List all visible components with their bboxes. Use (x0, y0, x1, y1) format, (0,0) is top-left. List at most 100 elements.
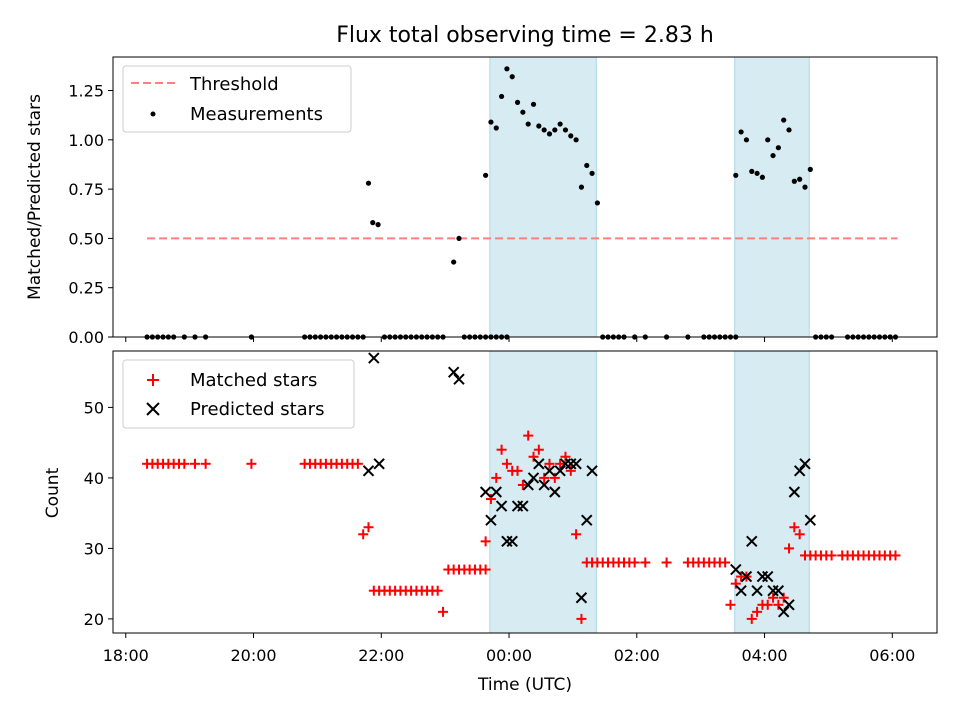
matched-star-point (544, 458, 555, 469)
measurement-point (552, 127, 558, 133)
matched-star-point (496, 444, 507, 455)
measurement-point (807, 166, 813, 172)
predicted-star-point (730, 563, 742, 576)
predicted-star-point (506, 535, 518, 548)
bottom-x-tick-label: 20:00 (230, 646, 276, 665)
top-panel: 0.00 0.25 0.50 0.75 1.00 1.25 Flux total obse… (25, 23, 938, 347)
measurement-point (743, 137, 750, 143)
bottom-x-tick-label: 06:00 (869, 646, 915, 665)
bottom-x-tick-label: 04:00 (741, 646, 787, 665)
top-y-tick-label: 0.25 (68, 279, 104, 298)
measurement-point (738, 129, 744, 135)
legend-predicted-label: Predicted stars (190, 399, 324, 420)
top-axes-frame (112, 56, 938, 338)
predicted-star-point (772, 584, 785, 597)
matched-star-point (438, 606, 449, 617)
measurement-point (589, 170, 595, 176)
matched-stars-series (142, 430, 901, 624)
predicted-star-point (554, 465, 566, 477)
matched-star-point (789, 522, 800, 533)
top-chart-title: Flux total observing time = 2.83 h (336, 23, 714, 48)
matched-star-point (778, 592, 789, 603)
predicted-star-point (543, 465, 556, 477)
measurement-point (530, 101, 537, 107)
bottom-y-tick-label: 30 (84, 539, 104, 558)
measurement-point (775, 145, 781, 151)
top-x-ticks (125, 337, 893, 342)
predicted-star-point (783, 599, 795, 611)
bottom-x-axis-label: Time (UTC) (477, 675, 572, 695)
legend-matched-swatch (147, 374, 159, 386)
matched-star-point (517, 479, 528, 490)
measurement-point (786, 127, 792, 133)
predicted-star-point (538, 479, 550, 491)
top-y-tick-label: 0.00 (68, 328, 104, 347)
measurement-point (749, 168, 755, 174)
top-legend-box (122, 65, 352, 133)
bottom-y-tick-label: 40 (84, 469, 104, 488)
bottom-shaded-interval-1 (734, 350, 810, 634)
predicted-star-point (485, 514, 497, 526)
matched-star-point (762, 599, 773, 610)
top-shaded-interval-1 (734, 56, 810, 338)
measurement-point (514, 99, 521, 105)
predicted-star-point (362, 465, 375, 477)
predicted-star-point (746, 535, 758, 548)
measurement-point (781, 117, 787, 123)
measurement-point (765, 137, 771, 143)
measurement-point (578, 184, 585, 190)
matched-star-point (565, 465, 576, 476)
matched-star-point (784, 543, 795, 554)
measurement-point (493, 125, 499, 131)
legend-measurements-swatch (150, 111, 156, 117)
predicted-star-point (735, 584, 747, 597)
measurement-point (488, 119, 494, 125)
legend-predicted-swatch (146, 402, 160, 416)
matched-star-point (549, 472, 560, 483)
matched-star-point (485, 494, 496, 505)
predicted-star-point (527, 472, 540, 484)
predicted-star-point (517, 500, 529, 512)
top-legend: Threshold Measurements (122, 65, 352, 133)
measurement-point (525, 121, 531, 127)
bottom-y-tick-label: 20 (84, 610, 104, 629)
measurement-point (557, 121, 563, 127)
predicted-star-point (453, 373, 465, 385)
matched-star-point (533, 444, 544, 455)
measurement-point (365, 180, 372, 186)
measurement-point (568, 133, 574, 139)
predicted-star-point (799, 458, 811, 470)
bottom-x-tick-label: 02:00 (614, 646, 660, 665)
matched-star-point (480, 564, 491, 575)
matched-star-point (746, 613, 757, 624)
matched-star-point (528, 451, 539, 462)
predicted-star-point (777, 606, 790, 618)
predicted-star-point (549, 486, 561, 498)
measurement-point (504, 66, 510, 72)
predicted-star-point (490, 486, 502, 498)
matched-star-point (501, 458, 512, 469)
matched-star-point (512, 465, 523, 476)
matched-star-point (725, 599, 736, 610)
measurement-point (370, 220, 376, 226)
measurement-point (520, 109, 526, 115)
top-shaded-interval-0 (489, 56, 597, 338)
matched-star-point (640, 557, 651, 568)
bottom-x-tick-label: 22:00 (358, 646, 404, 665)
bottom-x-axis: 18:00 20:00 22:00 00:00 02:00 04:00 06:00 (103, 633, 915, 665)
predicted-star-point (581, 514, 593, 526)
measurement-point (791, 178, 797, 184)
top-y-tick-label: 1.00 (68, 131, 104, 150)
measurement-point (797, 176, 803, 182)
matched-star-point (730, 578, 741, 589)
bottom-legend-box (122, 359, 355, 429)
bottom-x-tick-label: 18:00 (103, 646, 149, 665)
matched-star-point (539, 472, 550, 483)
measurement-point (759, 174, 766, 180)
measurement-point (802, 184, 808, 190)
predicted-stars-series (362, 352, 817, 618)
predicted-star-point (586, 465, 598, 477)
bottom-axes-frame (112, 350, 938, 634)
matched-star-point (720, 557, 731, 568)
predicted-star-point (522, 479, 534, 491)
